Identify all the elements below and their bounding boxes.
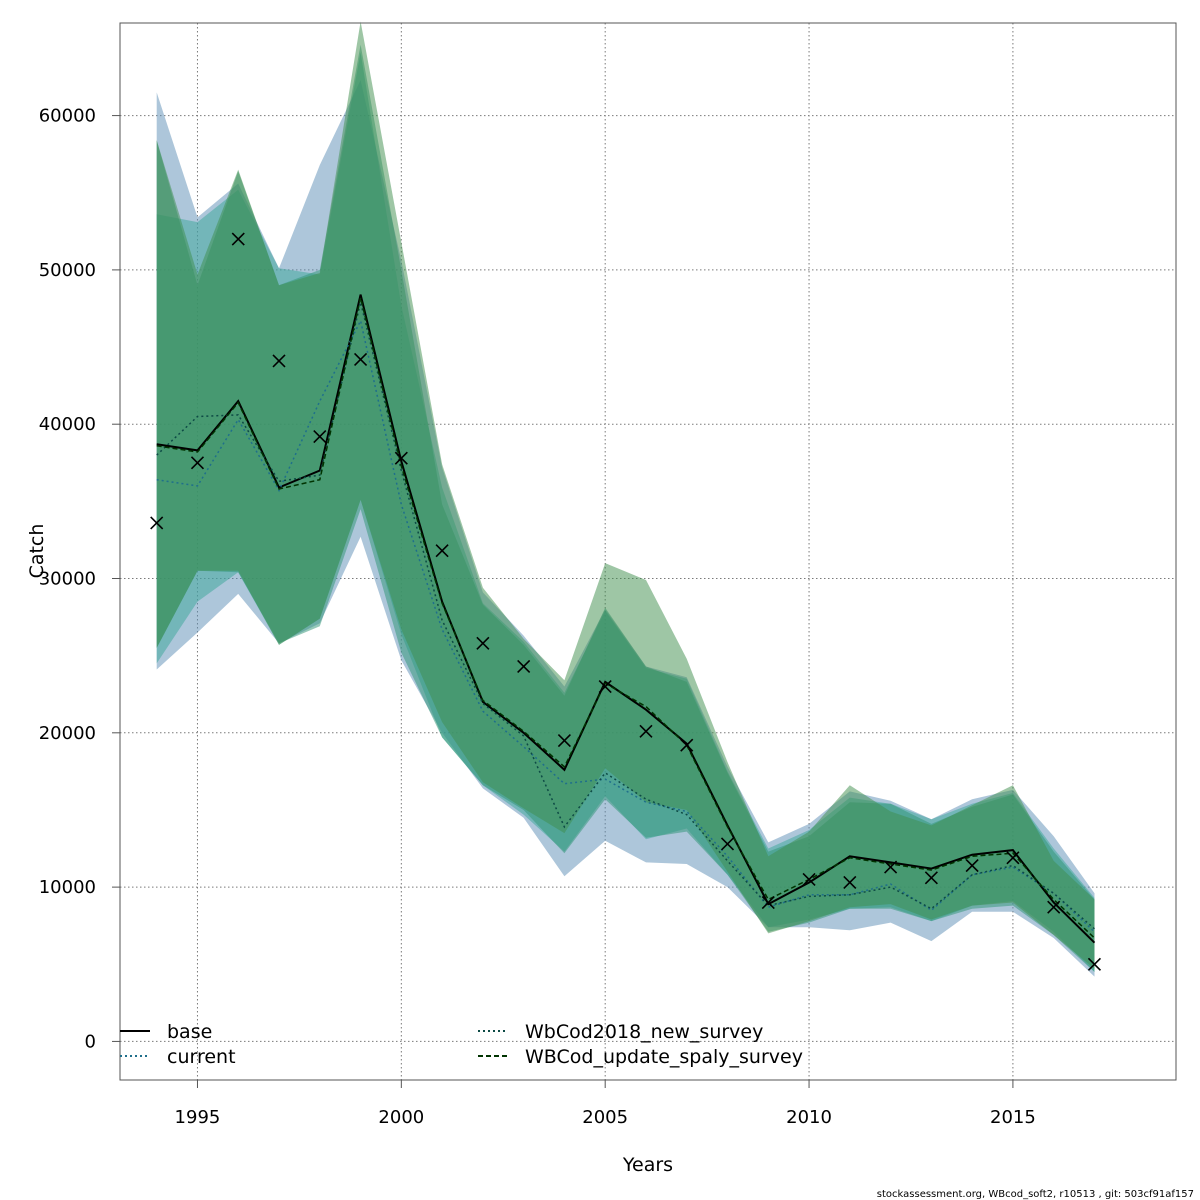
observed-point-stroke-b	[557, 733, 571, 748]
y-tick-label-60000: 60000	[39, 106, 96, 127]
x-tick-label-2000: 2000	[378, 1107, 424, 1128]
observed-point-stroke-b	[761, 895, 775, 910]
legend: base current WbCod2018_new_survey WBCod_upd…	[120, 1021, 803, 1068]
observed-point-stroke-b	[884, 860, 898, 874]
observed-point-stroke-b	[150, 516, 164, 530]
observed-point-stroke-b	[1087, 957, 1102, 971]
series-line-WBCod_update_spaly_survey	[156, 297, 1096, 939]
observed-point-stroke-b	[190, 456, 205, 470]
footer-note: stockassessment.org, WBcod_soft2, r10513…	[877, 1189, 1194, 1200]
observed-point-2006	[639, 724, 653, 738]
observed-point-stroke-b	[394, 451, 408, 465]
y-axis-title: Catch	[26, 524, 48, 579]
observed-point-2013	[924, 871, 938, 885]
observed-point-2002	[476, 636, 490, 650]
observed-point-1999	[353, 352, 368, 366]
observed-point-2009	[761, 895, 775, 910]
observed-point-2003	[517, 659, 531, 674]
observed-point-stroke-b	[1047, 900, 1061, 914]
legend-item-base: base	[120, 1021, 212, 1043]
y-tick-label-10000: 10000	[39, 877, 96, 898]
observed-point-2001	[435, 544, 449, 558]
observed-point-stroke-b	[965, 858, 979, 873]
observed-markers	[150, 232, 1102, 971]
observed-point-2007	[680, 738, 694, 752]
observed-point-1998	[313, 429, 327, 444]
observed-point-stroke-b	[435, 544, 449, 558]
observed-point-1997	[272, 354, 286, 368]
legend-label-current: current	[167, 1046, 236, 1068]
y-tick-label-20000: 20000	[39, 723, 96, 744]
x-tick-label-1995: 1995	[175, 1107, 221, 1128]
observed-point-1996	[231, 232, 245, 246]
observed-point-2016	[1047, 900, 1061, 914]
observed-point-stroke-b	[680, 738, 694, 752]
legend-label-base: base	[167, 1021, 212, 1043]
observed-point-stroke-b	[231, 232, 245, 246]
band-WBCod_update_spaly_survey	[156, 21, 1095, 969]
x-tick-label-2010: 2010	[786, 1107, 832, 1128]
legend-item-WbCod2018_new_survey: WbCod2018_new_survey	[478, 1021, 763, 1043]
observed-point-stroke-b	[924, 871, 938, 885]
observed-point-stroke-b	[272, 354, 286, 368]
observed-point-2005	[598, 679, 612, 694]
observed-point-stroke-b	[1006, 851, 1020, 865]
observed-point-stroke-b	[802, 872, 816, 886]
observed-point-1994	[150, 516, 164, 530]
observed-point-2004	[557, 733, 571, 748]
observed-point-stroke-b	[720, 837, 735, 851]
observed-point-2015	[1006, 851, 1020, 865]
y-tick-label-0: 0	[85, 1031, 96, 1052]
observed-point-2014	[965, 858, 979, 873]
observed-point-2011	[843, 875, 857, 890]
observed-point-2012	[884, 860, 898, 874]
observed-point-stroke-b	[598, 679, 612, 694]
confidence-bands	[156, 21, 1095, 977]
plot-frame	[119, 22, 1177, 1081]
observed-point-2008	[720, 837, 735, 851]
legend-item-WBCod_update_spaly_survey: WBCod_update_spaly_survey	[478, 1046, 803, 1068]
y-tick-label-30000: 30000	[39, 569, 96, 590]
observed-point-stroke-b	[517, 659, 531, 674]
x-tick-label-2015: 2015	[990, 1107, 1036, 1128]
observed-point-stroke-b	[353, 352, 368, 366]
observed-point-1995	[190, 456, 205, 470]
observed-point-stroke-b	[639, 724, 653, 738]
y-tick-label-50000: 50000	[39, 260, 96, 281]
x-tick-label-2005: 2005	[582, 1107, 628, 1128]
observed-point-2010	[802, 872, 816, 886]
observed-point-stroke-b	[476, 636, 490, 650]
observed-point-stroke-b	[843, 875, 857, 890]
x-axis-title: Years	[622, 1154, 673, 1176]
legend-label-WbCod2018_new_survey: WbCod2018_new_survey	[525, 1021, 763, 1043]
axes: 1995 2000 2005 2010 2015 0 10000 20000 30000 4000…	[39, 106, 1036, 1128]
observed-point-2000	[394, 451, 408, 465]
y-tick-label-40000: 40000	[39, 414, 96, 435]
legend-label-WBCod_update_spaly_survey: WBCod_update_spaly_survey	[525, 1046, 803, 1068]
observed-point-2017	[1087, 957, 1102, 971]
observed-point-stroke-b	[313, 429, 327, 444]
series-lines	[156, 294, 1096, 944]
legend-item-current: current	[120, 1046, 236, 1068]
